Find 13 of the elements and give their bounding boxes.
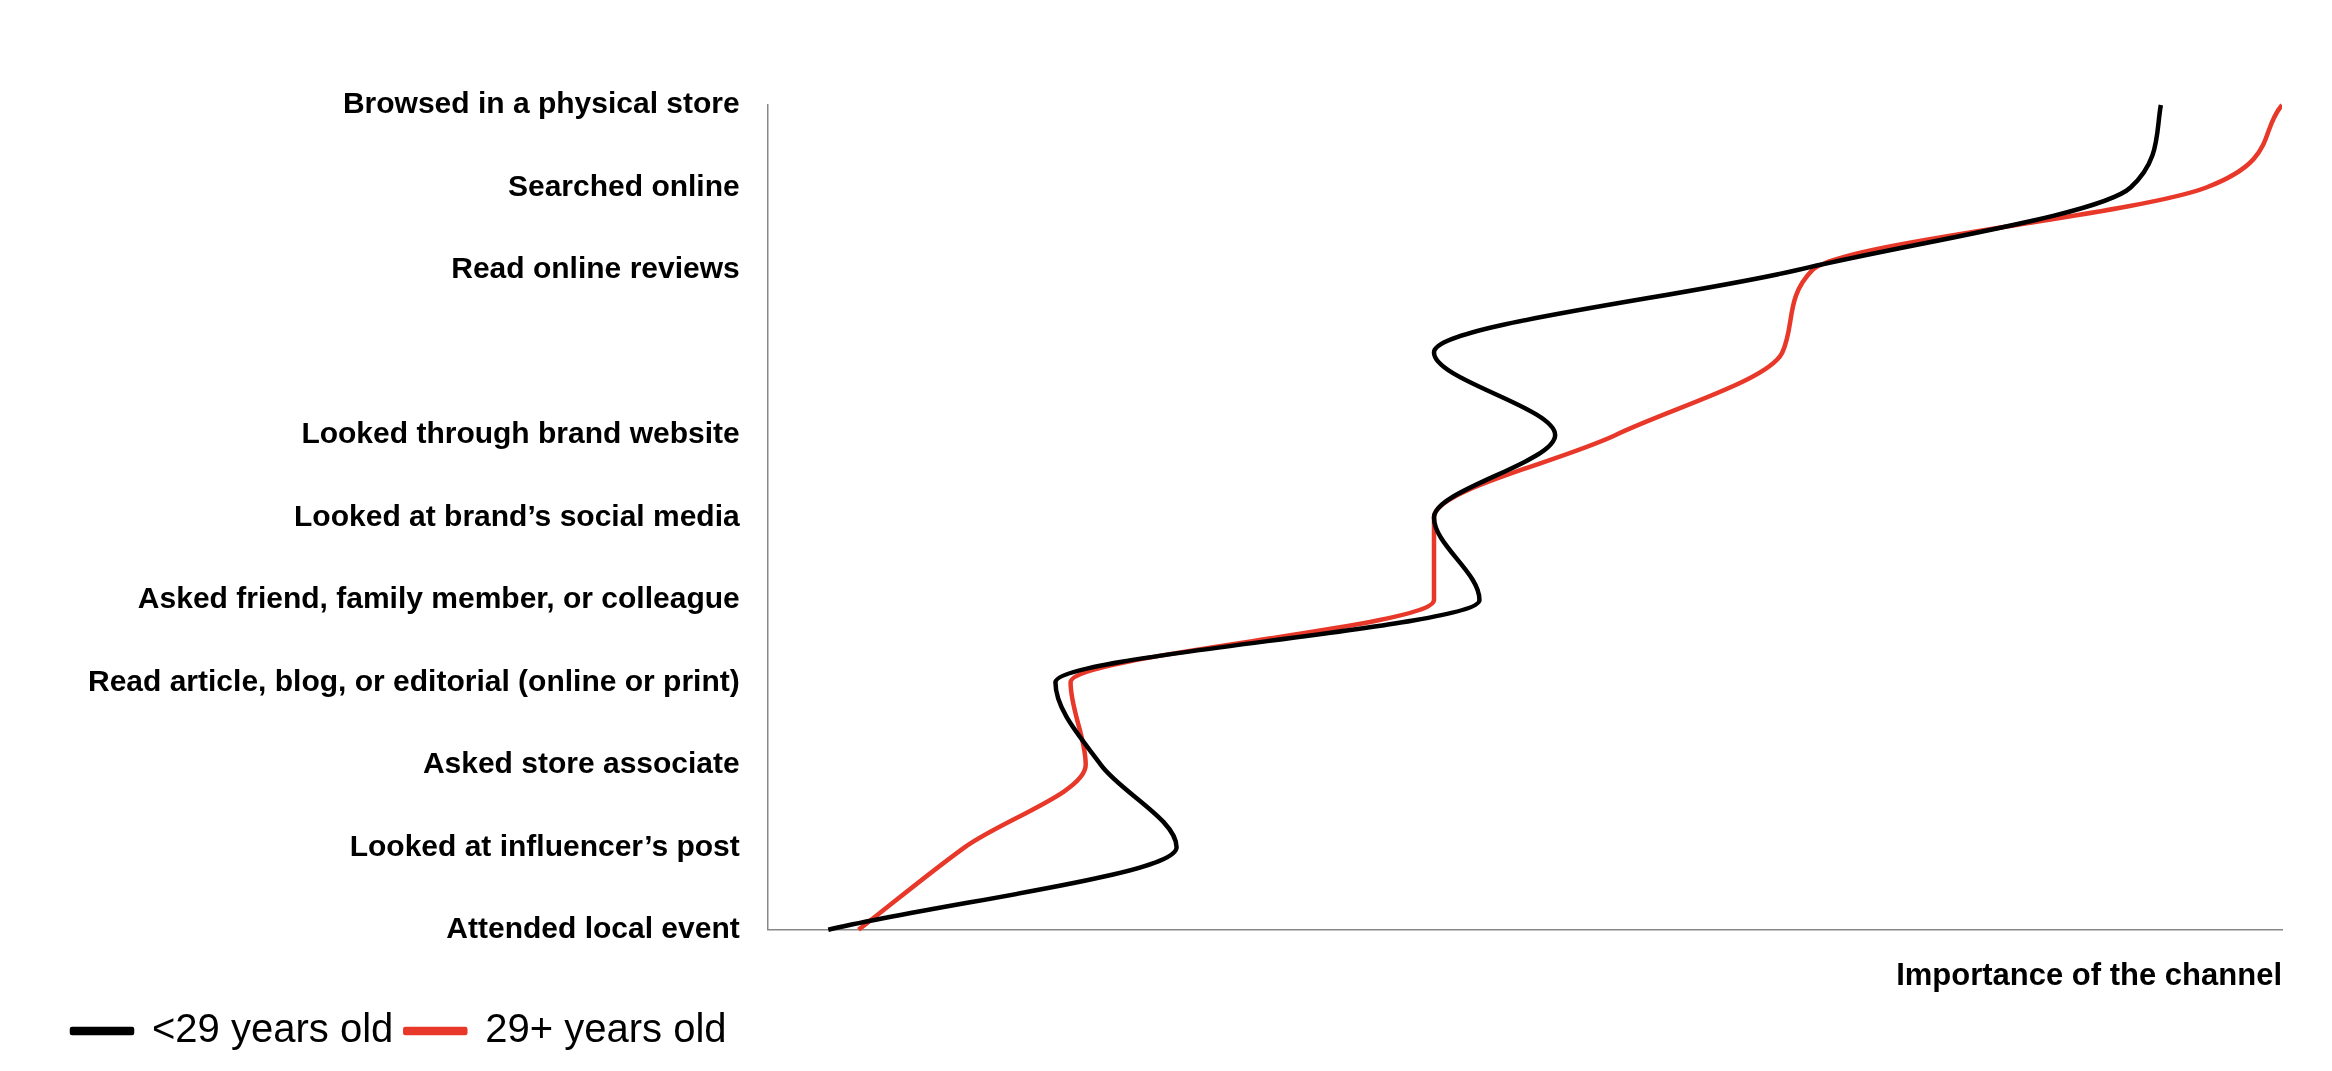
y-tick-label: Looked at influencer’s post xyxy=(349,828,740,862)
y-tick-label: Attended local event xyxy=(446,911,740,945)
legend-label: <29 years old xyxy=(152,1006,394,1051)
y-tick-label: Read online reviews xyxy=(451,251,740,285)
y-tick-label: Asked store associate xyxy=(422,746,740,780)
y-tick-label: Searched online xyxy=(507,168,740,202)
y-tick-label: Browsed in a physical store xyxy=(342,86,740,120)
y-tick-label: Looked at brand’s social media xyxy=(294,498,741,532)
y-tick-label: Asked friend, family member, or colleague xyxy=(137,581,740,615)
y-tick-label: Read article, blog, or editorial (online or print) xyxy=(87,663,740,697)
y-tick-label: Looked through brand website xyxy=(301,416,740,450)
legend-label: 29+ years old xyxy=(485,1006,727,1051)
x-axis-title: Importance of the channel xyxy=(1896,956,2282,992)
